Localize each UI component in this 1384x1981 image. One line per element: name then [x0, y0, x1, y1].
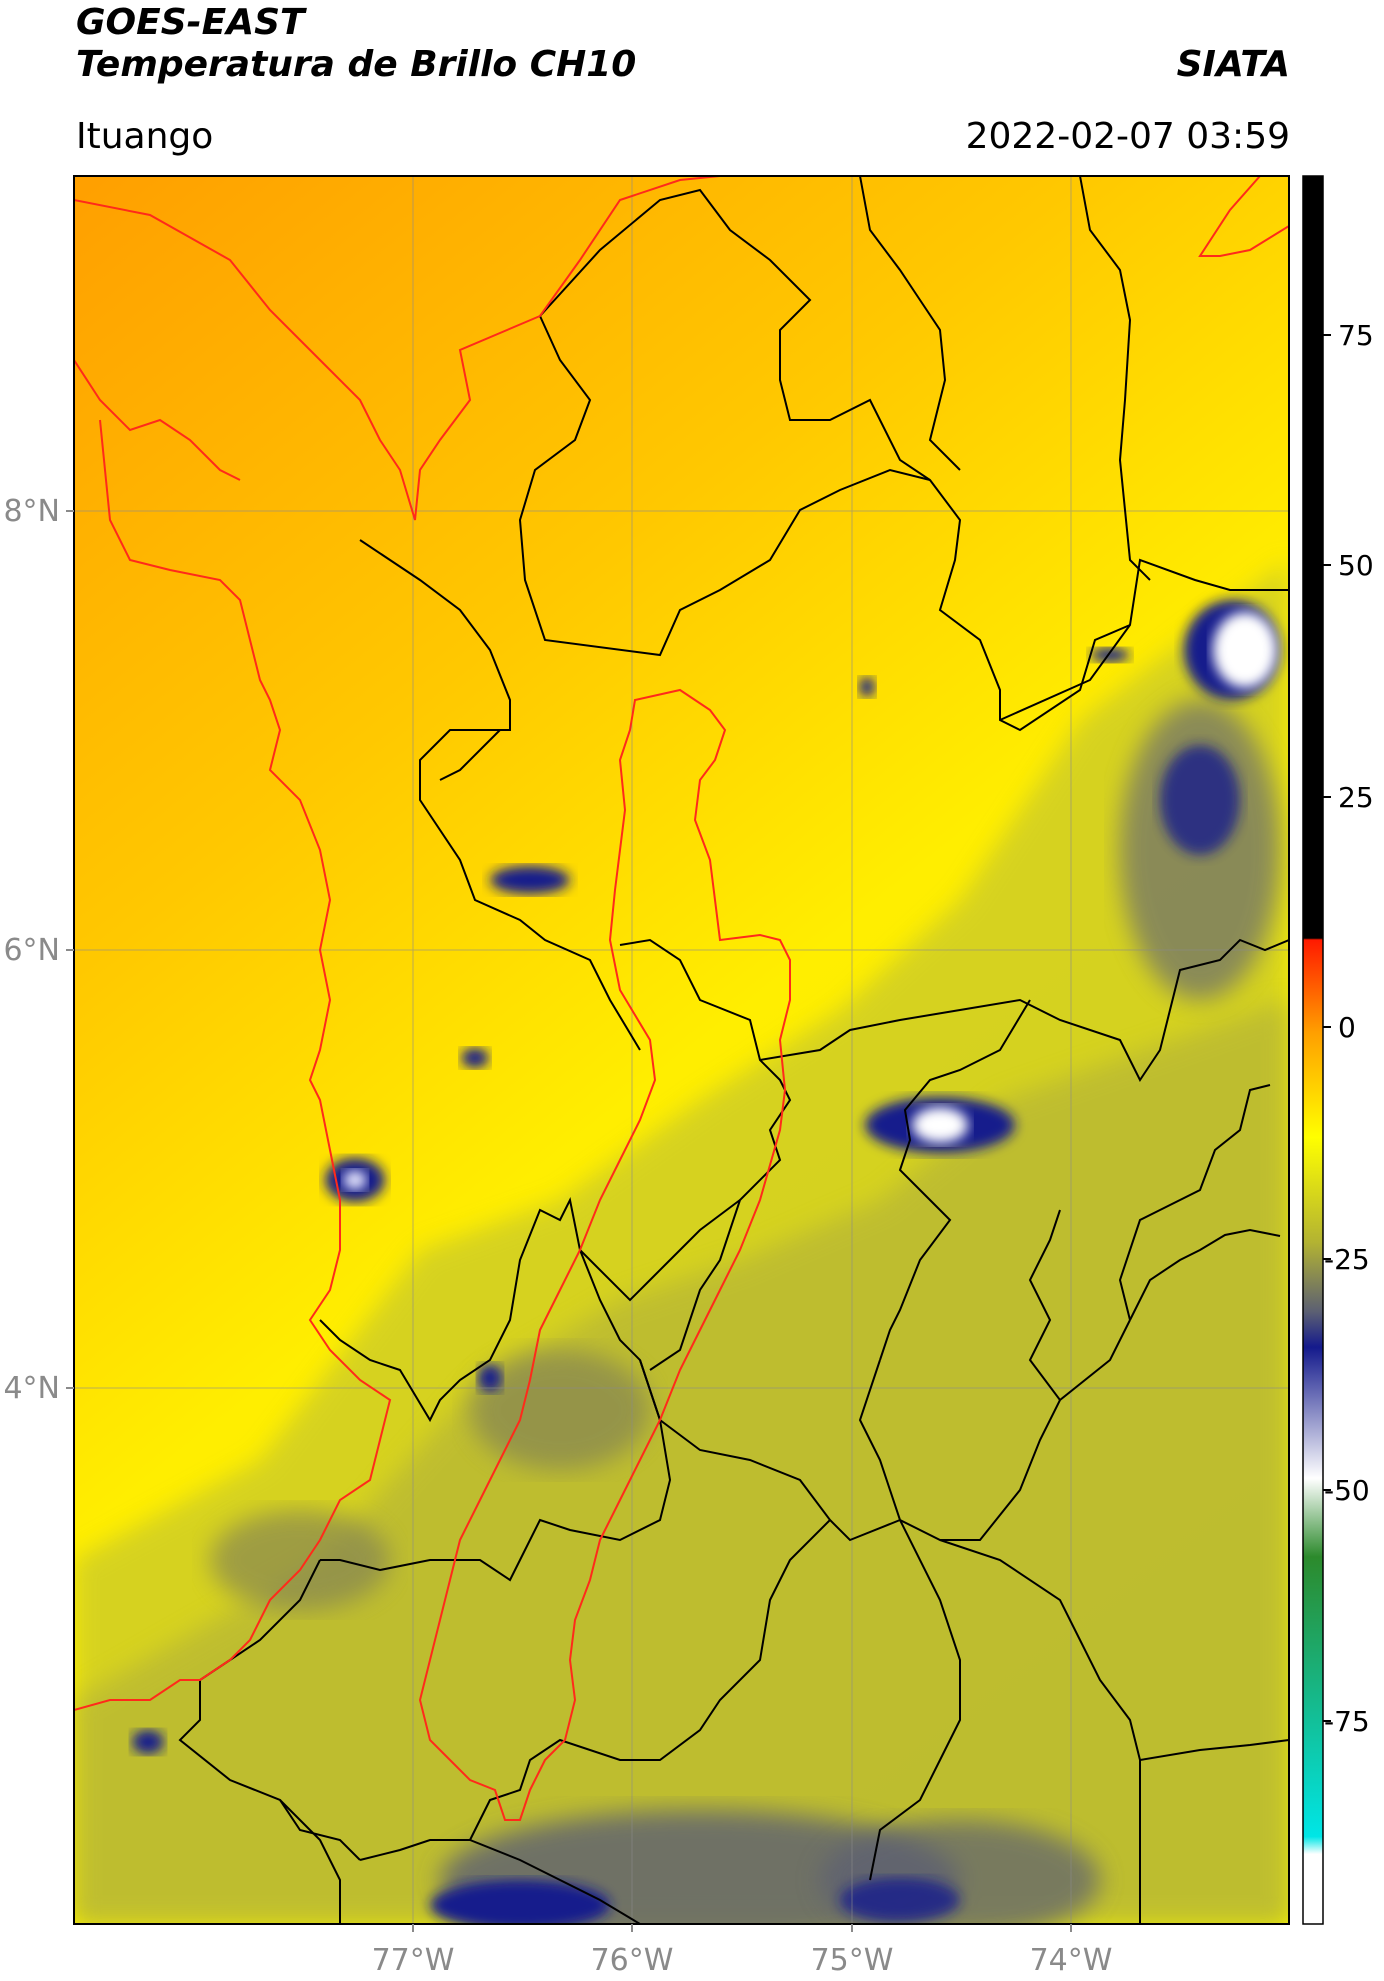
colorbar-tick-label: 0 — [1338, 1011, 1356, 1044]
colorbar: 75 50 25 0 -25 -50 -75 — [1302, 175, 1374, 1925]
colorbar-gradient — [1302, 175, 1324, 1925]
axis-ticks: 77°W 76°W 75°W 74°W 8°N 6°N 4°N — [3, 494, 1112, 1978]
satellite-title: GOES-EAST — [76, 2, 305, 43]
axis-tick-marks — [66, 510, 1072, 1932]
lon-tick-label: 77°W — [372, 1943, 455, 1978]
colorbar-tick-label: -50 — [1324, 1474, 1370, 1507]
lon-tick-label: 76°W — [591, 1943, 674, 1978]
lat-tick-label: 4°N — [3, 1371, 60, 1406]
lat-tick-label: 8°N — [3, 494, 60, 529]
department-boundaries — [178, 176, 1289, 1924]
product-title: Temperatura de Brillo CH10 — [76, 44, 637, 85]
gridlines — [74, 176, 1289, 1924]
lat-tick-label: 6°N — [3, 933, 60, 968]
map-frame — [73, 175, 1290, 1925]
location-label: Ituango — [76, 116, 214, 157]
colorbar-tick-label: 50 — [1338, 549, 1374, 582]
colorbar-tick-label: 75 — [1338, 319, 1374, 352]
colorbar-tick-label: 25 — [1338, 781, 1374, 814]
colorbar-tick-marks — [1323, 334, 1331, 1722]
coastline-and-watershed — [74, 176, 1289, 1821]
colorbar-tick-label: -75 — [1324, 1705, 1370, 1738]
timestamp-label: 2022-02-07 03:59 — [965, 116, 1290, 157]
brightness-temperature-field — [74, 176, 1289, 1924]
colorbar-tick-label: -25 — [1324, 1243, 1370, 1276]
lon-tick-label: 75°W — [811, 1943, 894, 1978]
organization-label: SIATA — [1176, 44, 1290, 85]
lon-tick-label: 74°W — [1030, 1943, 1113, 1978]
